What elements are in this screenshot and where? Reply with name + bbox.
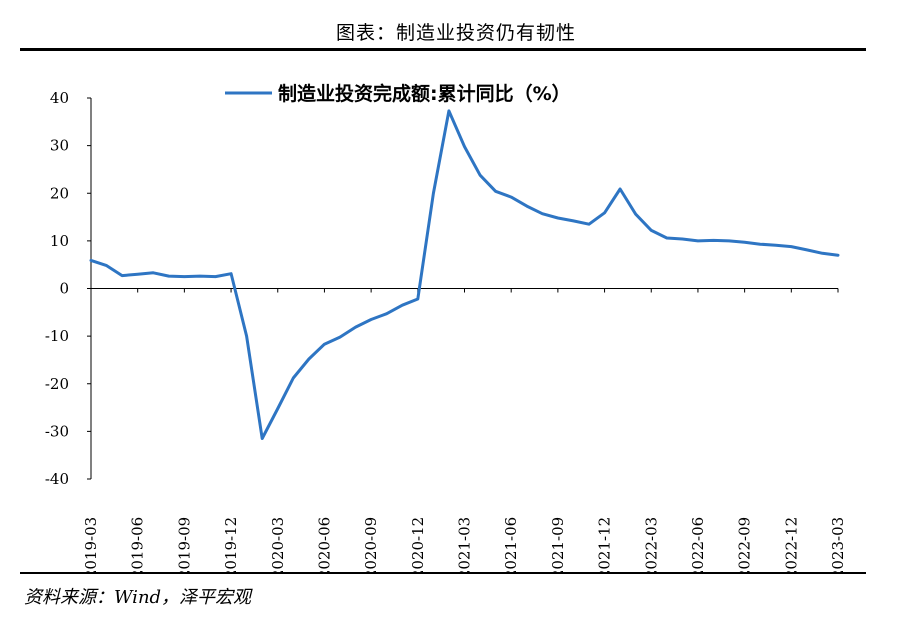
x-tick-label: 2022-06 <box>689 517 707 572</box>
x-tick-label: 2022-09 <box>736 517 754 572</box>
title-rule <box>20 48 866 51</box>
x-tick-label: 2019-09 <box>175 517 193 572</box>
y-tick-label: 30 <box>50 137 69 155</box>
x-tick-label: 2021-12 <box>596 517 614 572</box>
x-axis: 2019-03 2019-06 2019-09 2019-12 2020-03 2020-… <box>82 288 847 572</box>
x-tick-label: 2021-06 <box>502 517 520 572</box>
x-tick-label: 2020-09 <box>362 517 380 572</box>
y-tick-label: -40 <box>45 470 69 488</box>
x-tick-label: 2023-03 <box>829 517 847 572</box>
x-tick-label: 2020-12 <box>409 517 427 572</box>
x-tick-label: 2020-03 <box>269 517 287 572</box>
y-tick-label: -30 <box>45 422 69 440</box>
x-tick-label: 2020-06 <box>315 517 333 572</box>
x-tick-label: 2019-03 <box>82 517 100 572</box>
x-tick-label: 2019-12 <box>222 517 240 572</box>
y-tick-label: 0 <box>59 280 69 298</box>
x-tick-label: 2022-12 <box>782 517 800 572</box>
series-line <box>89 109 840 440</box>
y-tick-label: 20 <box>50 184 69 202</box>
y-tick-label: -10 <box>45 327 69 345</box>
legend: 制造业投资完成额:累计同比（%） <box>225 82 571 105</box>
source-rule <box>20 572 866 574</box>
legend-label: 制造业投资完成额:累计同比（%） <box>278 82 571 105</box>
y-tick-label: -20 <box>45 375 69 393</box>
x-tick-label: 2019-06 <box>129 517 147 572</box>
y-tick-label: 10 <box>50 232 69 250</box>
series-layer <box>89 109 840 440</box>
x-tick-label: 2022-03 <box>642 517 660 572</box>
x-tick-label: 2021-09 <box>549 517 567 572</box>
y-tick-label: 40 <box>50 89 69 107</box>
y-axis: 40 30 20 10 0 -10 -20 -30 -40 <box>45 89 92 488</box>
figure-title: 图表：制造业投资仍有韧性 <box>335 22 576 44</box>
source-note: 资料来源：Wind，泽平宏观 <box>24 587 252 608</box>
x-tick-label: 2021-03 <box>456 517 474 572</box>
